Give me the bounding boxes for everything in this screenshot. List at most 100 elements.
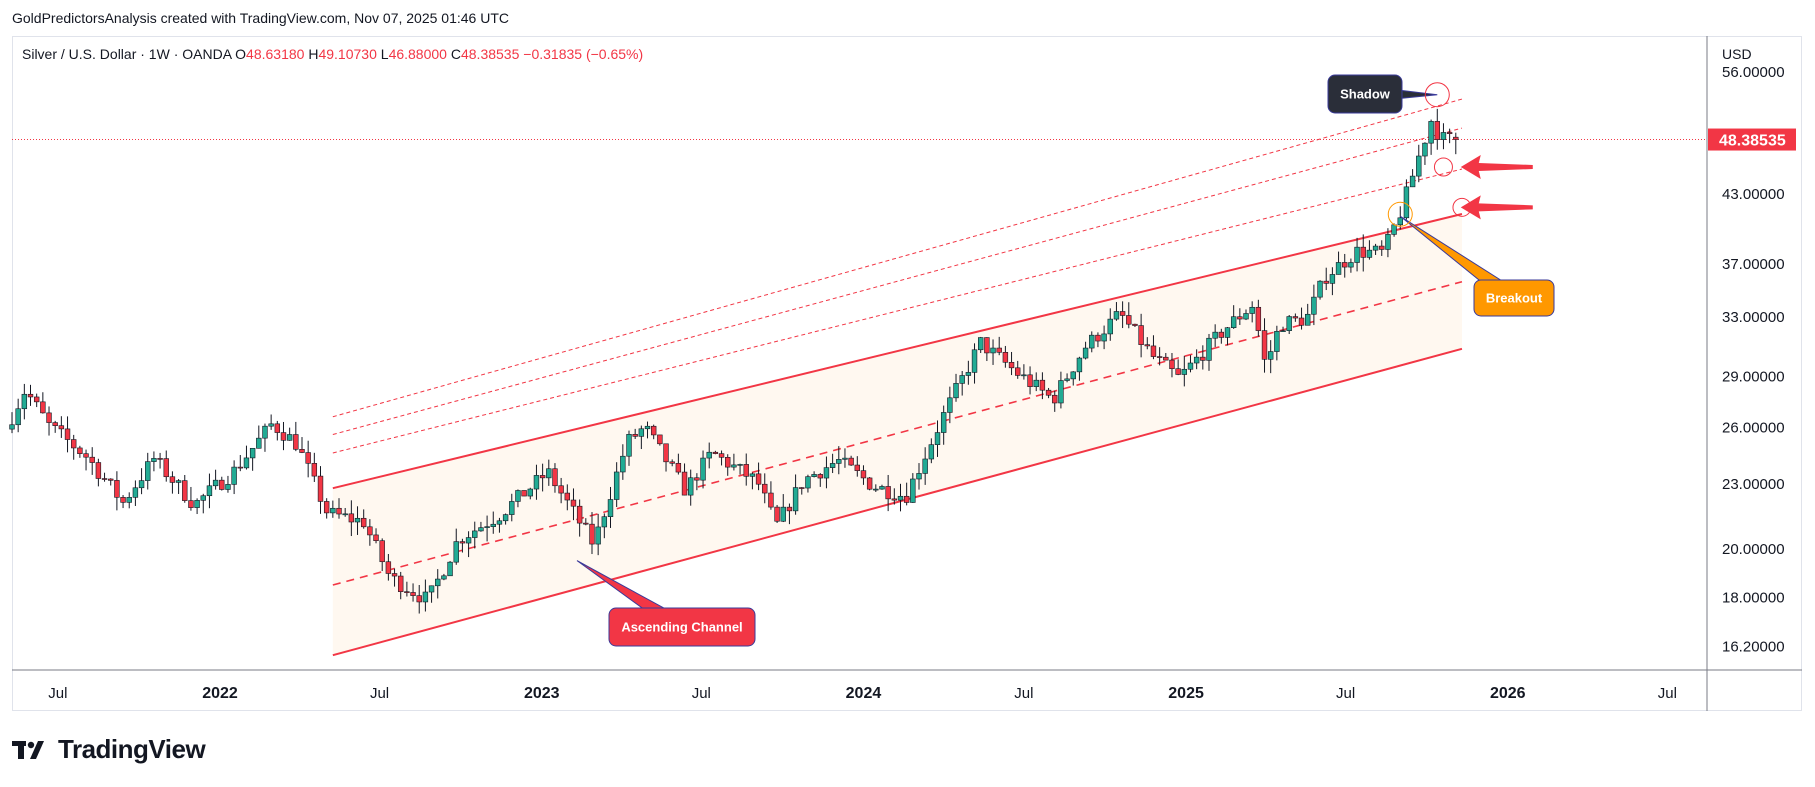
candle	[249, 447, 256, 471]
candle	[626, 430, 632, 466]
candle-body	[1033, 379, 1039, 387]
candle	[163, 450, 169, 482]
low-label: L	[380, 46, 389, 62]
time-tick-label: Jul	[1658, 685, 1677, 702]
candle-body	[1298, 317, 1305, 326]
candle-body	[576, 505, 583, 524]
candle	[21, 383, 28, 420]
candle-body	[681, 471, 688, 496]
candle-body	[891, 498, 898, 501]
candle	[200, 493, 206, 514]
candle	[305, 440, 311, 478]
candle-body	[1089, 334, 1095, 349]
candle	[558, 477, 564, 504]
candle-body	[145, 461, 151, 481]
candle	[1144, 337, 1150, 350]
candle	[157, 452, 163, 469]
candle	[546, 459, 552, 486]
candle-body	[280, 432, 287, 441]
candle	[243, 445, 250, 470]
candle	[823, 456, 830, 489]
candle	[1027, 366, 1033, 395]
candle-body	[1107, 318, 1113, 335]
candle	[1119, 301, 1126, 329]
candle-body	[83, 453, 89, 458]
candle	[360, 509, 367, 529]
candle-body	[1193, 356, 1200, 364]
candle-body	[743, 464, 749, 477]
candle-body	[1101, 333, 1107, 342]
candle	[873, 484, 879, 492]
candle-body	[829, 463, 836, 468]
candle	[607, 486, 614, 528]
red-arrow-2	[1460, 195, 1533, 220]
candle	[663, 443, 669, 472]
candle	[959, 371, 965, 396]
candle-body	[786, 506, 793, 512]
candle-body	[897, 495, 904, 501]
candle-body	[762, 483, 768, 494]
candle	[1372, 243, 1379, 255]
candle	[441, 573, 447, 581]
candle-body	[64, 428, 71, 440]
last-price-tag: 48.38535	[1708, 128, 1796, 151]
candle-body	[712, 451, 719, 454]
currency-selector[interactable]: USD	[1722, 46, 1752, 62]
candle	[971, 343, 978, 384]
channel-extension-3	[332, 168, 1463, 454]
candle-body	[472, 530, 478, 538]
candle	[1045, 387, 1052, 399]
candle-body	[1175, 368, 1181, 375]
candle-body	[755, 473, 762, 485]
candle-body	[1230, 316, 1237, 329]
candle	[342, 507, 348, 517]
candle-body	[996, 347, 1002, 353]
candle-body	[1255, 306, 1262, 331]
candle-body	[1342, 262, 1348, 268]
candle	[990, 339, 996, 365]
candle	[675, 453, 682, 475]
candle-body	[249, 447, 256, 459]
candle-body	[657, 434, 663, 445]
candle	[46, 406, 52, 436]
candle-body	[552, 468, 558, 487]
candle-body	[385, 561, 392, 574]
candle-body	[675, 463, 682, 473]
chart-credit: GoldPredictorsAnalysis created with Trad…	[12, 10, 509, 26]
candle-body	[52, 422, 58, 426]
channel-upper-line	[332, 213, 1463, 490]
candle-body	[589, 523, 595, 545]
candle-body	[169, 476, 176, 483]
candle	[879, 484, 885, 490]
candle	[1385, 228, 1391, 258]
candle	[1058, 371, 1064, 409]
candle-body	[465, 537, 472, 544]
candle-body	[848, 457, 854, 466]
candle	[169, 471, 176, 494]
candle-body	[27, 393, 34, 398]
candle	[354, 506, 361, 535]
candle-body	[1132, 323, 1138, 326]
candle	[768, 481, 774, 510]
candle	[237, 454, 243, 472]
candle-body	[817, 474, 823, 479]
candle-body	[101, 478, 108, 480]
candle-body	[1045, 389, 1052, 396]
candle-body	[607, 499, 614, 517]
candle-body	[792, 487, 799, 512]
candle	[805, 474, 811, 493]
candle	[811, 471, 817, 478]
candle-body	[1372, 245, 1379, 251]
chart-frame[interactable]	[12, 36, 1802, 711]
candle-body	[1379, 245, 1385, 250]
tradingview-logo[interactable]: TradingView	[12, 734, 206, 765]
candle-body	[1385, 234, 1391, 250]
candle	[225, 475, 231, 493]
candle-body	[46, 412, 52, 423]
candle-body	[1280, 330, 1286, 332]
candle	[1348, 258, 1354, 273]
candle	[725, 454, 731, 476]
candle	[706, 442, 712, 469]
tradingview-logo-text: TradingView	[58, 734, 206, 764]
